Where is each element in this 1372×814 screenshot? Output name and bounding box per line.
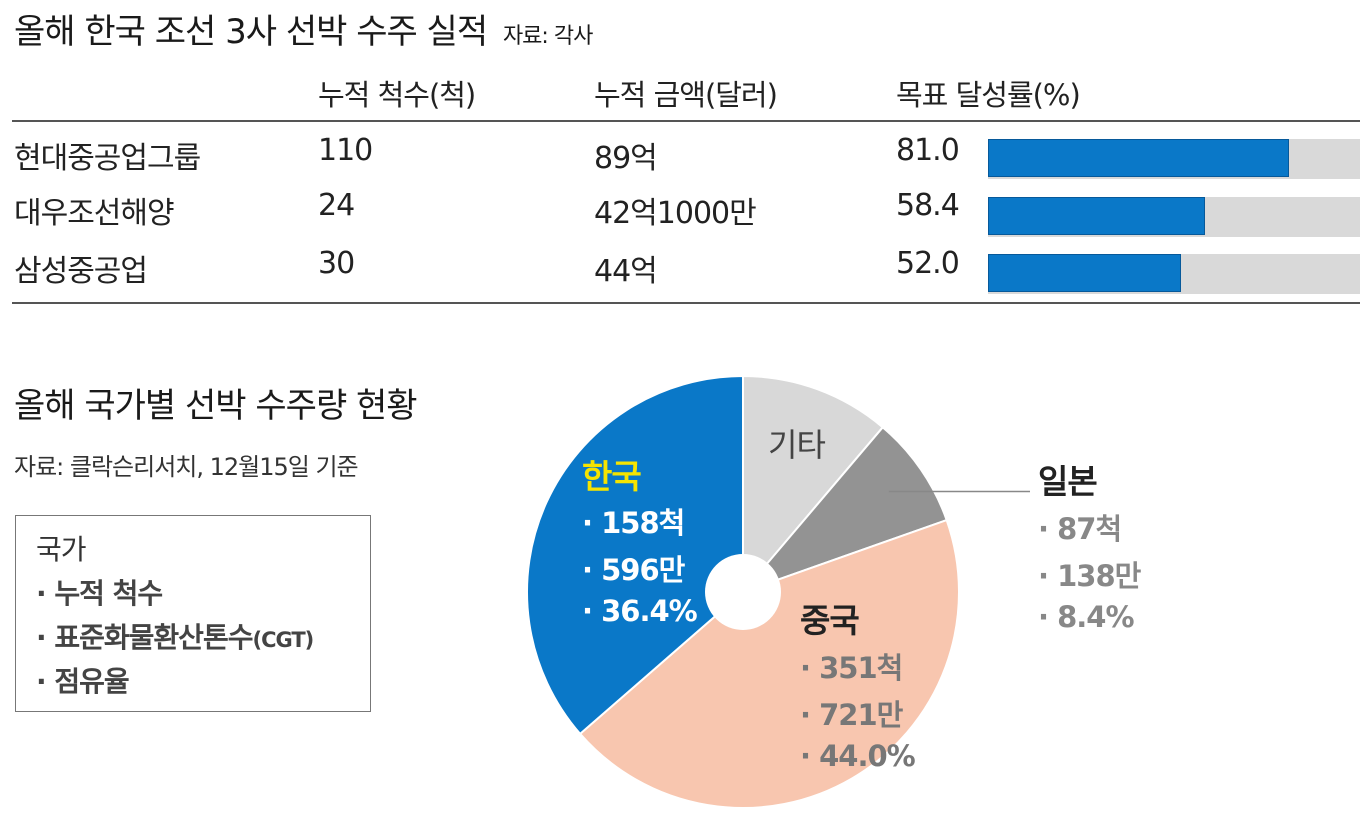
- row-amount: 89억: [594, 141, 658, 176]
- source-text: 자료: 각사: [502, 24, 593, 49]
- row-amount: 42억1000만: [594, 196, 757, 231]
- pie-slice-japan: [739, 425, 948, 595]
- rate-bar: [988, 139, 1290, 177]
- legend-item-cgt: · 표준화물환산톤수(CGT): [36, 616, 314, 656]
- slice-label-other: 기타: [768, 426, 826, 464]
- legend-box: 국가 · 누적 척수 · 표준화물환산톤수(CGT) · 점유율: [15, 515, 371, 712]
- section2-title: 올해 국가별 선박 수주량 현황: [14, 386, 418, 426]
- slice-value-china: · 721만: [800, 698, 903, 732]
- row-company: 삼성중공업: [14, 254, 148, 289]
- row-rate: 52.0: [896, 246, 960, 281]
- col-header-ships: 누적 척수(척): [318, 78, 476, 112]
- section2-source: 자료: 클락슨리서치, 12월15일 기준: [14, 453, 359, 481]
- slice-value-japan: · 87척: [1038, 512, 1122, 546]
- pie-center-hole: [705, 554, 781, 630]
- legend-item-cgt-label: · 표준화물환산톤수: [36, 621, 253, 654]
- section1-title: 올해 한국 조선 3사 선박 수주 실적 자료: 각사: [14, 4, 593, 53]
- row-ships: 110: [318, 133, 373, 168]
- rate-bar: [988, 197, 1206, 235]
- row-rate: 58.4: [896, 188, 960, 223]
- slice-label-japan: 일본: [1038, 462, 1098, 501]
- slice-value-japan: · 138만: [1038, 559, 1141, 593]
- slice-value-china: · 44.0%: [800, 739, 916, 773]
- row-ships: 30: [318, 246, 355, 281]
- slice-value-china: · 351척: [800, 651, 903, 685]
- row-amount: 44억: [594, 254, 658, 289]
- pie-slice-other: [742, 374, 885, 595]
- slice-value-korea: · 596만: [582, 553, 685, 587]
- rate-bar-track: [988, 197, 1360, 237]
- pie-slice-korea: [526, 374, 744, 736]
- table-top-rule: [12, 120, 1360, 122]
- table-bottom-rule: [12, 302, 1360, 304]
- row-ships: 24: [318, 188, 355, 223]
- pie-slice-china: [578, 518, 960, 809]
- title-text: 올해 한국 조선 3사 선박 수주 실적: [14, 12, 488, 52]
- legend-item-ships: · 누적 척수: [36, 577, 163, 610]
- slice-value-korea: · 36.4%: [582, 594, 698, 628]
- row-company: 대우조선해양: [14, 196, 175, 231]
- row-company: 현대중공업그룹: [14, 141, 201, 176]
- col-header-rate: 목표 달성률(%): [896, 78, 1081, 112]
- slice-value-korea: · 158척: [582, 506, 685, 540]
- legend-item-share: · 점유율: [36, 665, 130, 698]
- slice-value-japan: · 8.4%: [1038, 600, 1135, 634]
- legend-header: 국가: [36, 533, 87, 566]
- col-header-amount: 누적 금액(달러): [594, 78, 778, 112]
- rate-bar-track: [988, 139, 1360, 179]
- slice-label-china: 중국: [800, 601, 860, 640]
- slice-label-korea: 한국: [582, 457, 642, 496]
- rate-bar: [988, 254, 1182, 292]
- row-rate: 81.0: [896, 133, 960, 168]
- legend-item-cgt-unit: (CGT): [252, 628, 314, 652]
- rate-bar-track: [988, 254, 1360, 294]
